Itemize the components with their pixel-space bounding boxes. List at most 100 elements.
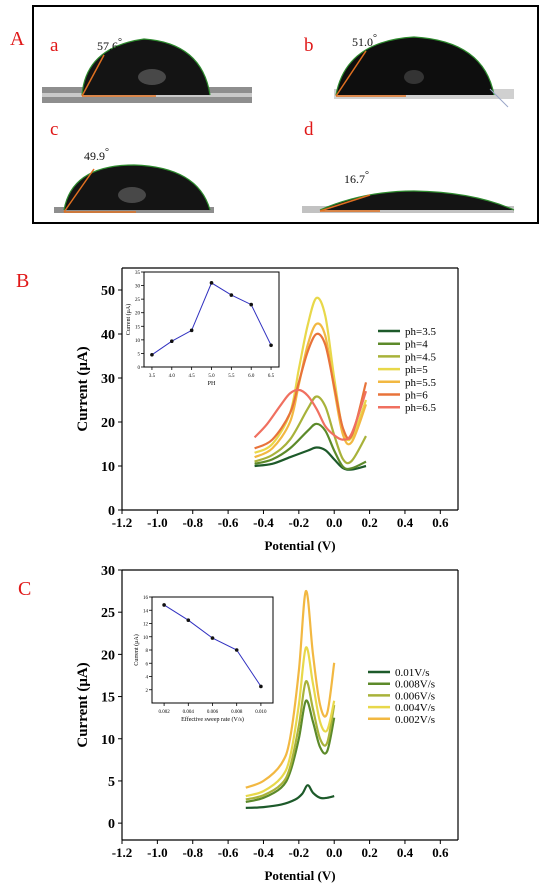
y-tick-label: 30 [101, 564, 115, 579]
series-line-ph=6 [254, 332, 368, 450]
legend-label: 0.002V/s [395, 714, 435, 726]
x-tick-label: -0.4 [253, 515, 274, 530]
legend-label: ph=6 [405, 390, 428, 402]
inset-x-tick-label: 5.0 [208, 374, 215, 379]
y-tick-label: 25 [101, 606, 115, 621]
x-tick-label: -0.6 [218, 845, 239, 860]
x-tick-label: -1.0 [147, 515, 168, 530]
series-line-0.01V/s [245, 784, 335, 809]
inset-point [162, 603, 166, 607]
inset-y-tick-label: 15 [135, 325, 141, 330]
legend-label: 0.01V/s [395, 667, 430, 679]
inset-y-tick-label: 4 [146, 676, 149, 681]
inset-x-tick-label: 6.0 [248, 374, 255, 379]
inset-point [234, 648, 239, 652]
inset-x-axis-label: Effective sweep rate (V/s) [181, 716, 244, 723]
inset-y-tick-label: 14 [143, 609, 149, 614]
y-tick-label: 30 [101, 372, 115, 387]
angle-b: 51.0° [352, 33, 377, 49]
angle-d: 16.7° [344, 170, 369, 186]
photo-a-letter: a [50, 35, 59, 56]
inset-x-tick-label: 0.008 [231, 710, 243, 715]
contact-angle-images [42, 36, 515, 213]
legend-label: ph=5.5 [405, 377, 436, 389]
x-tick-label: -0.2 [289, 845, 310, 860]
x-axis-label: Potential (V) [264, 538, 335, 553]
photo-b-letter: b [304, 35, 314, 56]
x-tick-label: 0.0 [326, 515, 342, 530]
x-tick-label: -1.2 [112, 845, 133, 860]
inset-point [189, 328, 194, 333]
y-tick-label: 20 [101, 648, 115, 663]
inset-y-tick-label: 10 [143, 636, 149, 641]
inset-point [210, 636, 215, 640]
x-tick-label: -0.4 [253, 845, 274, 860]
legend-label: 0.006V/s [395, 690, 435, 702]
y-tick-label: 50 [101, 284, 115, 299]
photo-c-letter: c [50, 119, 59, 140]
y-tick-label: 5 [108, 775, 115, 790]
inset-x-tick-label: 0.002 [158, 710, 170, 715]
inset-point [249, 302, 254, 307]
y-axis-label: Current (μA) [75, 662, 91, 747]
inset-frame [151, 596, 274, 704]
inset-x-tick-label: 4.0 [169, 374, 176, 379]
inset-frame [143, 271, 280, 368]
series-line-ph=4 [254, 422, 367, 471]
series-line-0.002V/s [245, 589, 336, 789]
x-tick-label: -0.8 [182, 515, 203, 530]
series-line-0.008V/s [245, 699, 336, 804]
y-tick-label: 20 [101, 416, 115, 431]
inset-point [269, 343, 273, 348]
y-axis-label: Current (μA) [75, 346, 91, 431]
inset-y-tick-label: 2 [146, 689, 149, 694]
inset-x-tick-label: 0.004 [183, 710, 195, 715]
inset-x-tick-label: 3.5 [149, 374, 156, 379]
angle-a: 57.6° [97, 37, 122, 53]
chart-b-ph-voltammograms: -1.2 -1.0 -0.8 -0.6 -0.4 -0.2 0.0 0.2 0.4 0.6 0 10 2… [75, 267, 459, 553]
inset-y-tick-label: 20 [135, 312, 141, 317]
series-line-0.004V/s [245, 646, 336, 798]
droplet-photo-b [334, 36, 514, 108]
y-tick-label: 0 [108, 817, 115, 832]
inset-y-tick-label: 12 [143, 623, 149, 628]
inset-x-tick-label: 4.5 [189, 374, 196, 379]
legend-label: ph=4 [405, 339, 428, 351]
x-tick-label: 0.4 [397, 845, 414, 860]
x-tick-label: -1.2 [112, 515, 133, 530]
x-tick-label: 0.4 [397, 515, 414, 530]
legend-label: ph=4.5 [405, 351, 436, 363]
series-line-0.006V/s [245, 680, 336, 801]
droplet-photo-a [42, 38, 252, 103]
inset-x-tick-label: 5.5 [228, 374, 235, 379]
inset-y-tick-label: 10 [135, 339, 141, 344]
inset-y-axis-label: Current (μA) [133, 634, 140, 665]
x-tick-label: -0.6 [218, 515, 239, 530]
contact-angle-panel: a b c d 57.6° 51.0° 49.9° 16.7° [32, 5, 539, 224]
inset-x-tick-label: 0.010 [255, 710, 267, 715]
droplet-photo-d [302, 190, 515, 213]
panel-b-label: B [16, 270, 30, 292]
x-tick-label: 0.6 [432, 515, 449, 530]
x-tick-label: -0.8 [182, 845, 203, 860]
inset-point [229, 293, 234, 297]
y-tick-label: 15 [101, 691, 115, 706]
x-tick-label: 0.2 [361, 845, 377, 860]
y-tick-label: 0 [108, 504, 115, 519]
inset-y-tick-label: 6 [146, 662, 149, 667]
panel-a-label: A [10, 28, 25, 50]
inset-point [169, 339, 174, 344]
x-tick-label: 0.2 [361, 515, 377, 530]
y-tick-label: 10 [101, 733, 115, 748]
inset-y-tick-label: 35 [135, 271, 141, 276]
inset-y-tick-label: 16 [143, 596, 149, 601]
legend-label: 0.004V/s [395, 702, 435, 714]
inset-x-axis-label: PH [208, 381, 216, 387]
legend-label: ph=6.5 [405, 402, 436, 414]
angle-c: 49.9° [84, 147, 109, 163]
photo-d-letter: d [304, 119, 314, 140]
inset-point [150, 352, 154, 357]
x-tick-label: -1.0 [147, 845, 168, 860]
inset-point [186, 618, 191, 622]
x-tick-label: 0.0 [326, 845, 342, 860]
